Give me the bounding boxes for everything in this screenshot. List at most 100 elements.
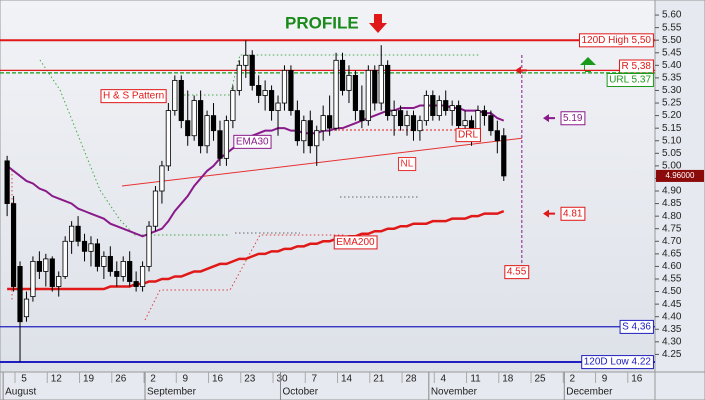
ema-line — [7, 209, 505, 291]
label-box — [455, 128, 481, 143]
candle-body — [178, 80, 184, 122]
candle-body — [152, 190, 159, 227]
candle-body — [294, 110, 300, 142]
month-label: September — [147, 387, 197, 398]
x-tick-label: 19 — [83, 374, 95, 385]
label-box — [581, 355, 654, 370]
annotation: H & S Pattern — [103, 91, 164, 102]
candle-body — [481, 110, 488, 117]
last-price-tag — [656, 169, 704, 182]
y-tick-label: 5.35 — [662, 73, 682, 84]
candle-body — [127, 260, 133, 282]
candle-body — [410, 115, 417, 132]
candle-body — [256, 85, 262, 96]
candle-body — [69, 225, 75, 242]
candle-body — [191, 100, 197, 137]
guide-line — [235, 196, 420, 234]
y-tick-label: 4.75 — [662, 223, 682, 234]
candle-body — [4, 160, 10, 204]
x-tick-label: 18 — [502, 374, 514, 385]
candle-body — [36, 260, 42, 272]
candle-body — [275, 102, 281, 111]
label-box — [333, 235, 378, 250]
candle-body — [62, 240, 68, 277]
month-label: August — [5, 387, 36, 398]
label-box — [560, 111, 586, 126]
x-tick-label: 9 — [182, 374, 188, 385]
candle-body — [210, 115, 217, 132]
candle-body — [172, 80, 178, 111]
candle-body — [346, 74, 352, 91]
x-tick-label: 16 — [631, 374, 643, 385]
month-label: November — [431, 387, 478, 398]
label-box — [560, 206, 586, 221]
candle-body — [230, 90, 236, 122]
x-tick-label: 9 — [602, 374, 608, 385]
x-tick-label: 5 — [21, 374, 27, 385]
candle-body — [43, 258, 49, 272]
y-tick-label: 4.60 — [662, 261, 682, 272]
label-box — [100, 89, 167, 104]
level-label: S 4,36 — [622, 321, 651, 332]
x-tick-label: 16 — [212, 374, 224, 385]
label-box — [606, 73, 654, 88]
candle-body — [49, 258, 55, 287]
candle-body — [30, 260, 36, 297]
y-tick-label: 4.45 — [662, 299, 682, 310]
trend-line-label: NL — [400, 159, 413, 170]
price-axis-panel — [654, 0, 705, 373]
target-label: 4.55 — [507, 267, 527, 278]
y-tick-label: 5.05 — [662, 148, 682, 159]
chart-content: 4.254.304.354.404.454.504.554.604.654.70… — [0, 10, 704, 400]
candle-body — [443, 100, 449, 111]
y-tick-label: 5.00 — [662, 161, 682, 172]
candle-body — [94, 243, 101, 267]
candle-body — [327, 115, 333, 129]
y-tick-label: 5.45 — [662, 47, 682, 58]
y-tick-label: 5.30 — [662, 85, 682, 96]
y-tick-label: 5.40 — [662, 60, 682, 71]
label-box — [579, 33, 654, 48]
up-arrow — [580, 57, 596, 72]
candle-body — [456, 105, 462, 127]
candle-body — [165, 110, 171, 167]
x-tick-label: 11 — [470, 374, 481, 385]
x-tick-label: 14 — [341, 374, 353, 385]
candle-body — [436, 100, 442, 117]
marker-arrow — [543, 114, 555, 123]
candle-body — [204, 115, 210, 147]
x-tick-label: 7 — [311, 374, 317, 385]
candle-body — [501, 135, 507, 177]
y-tick-label: 5.10 — [662, 135, 682, 146]
candle-body — [146, 225, 152, 267]
label-box — [619, 319, 654, 334]
candle-body — [120, 260, 126, 277]
candle-body — [236, 64, 242, 91]
candle-body — [391, 110, 397, 117]
candle-body — [249, 54, 255, 86]
y-tick-label: 5.60 — [662, 10, 682, 21]
x-tick-label: 23 — [244, 374, 256, 385]
x-tick-label: 21 — [373, 374, 385, 385]
candle-body — [17, 266, 23, 323]
trend-line — [121, 137, 522, 187]
x-tick-label: 12 — [51, 374, 63, 385]
candle-body — [307, 120, 313, 147]
candle-body — [494, 130, 500, 142]
x-tick-label: 4 — [440, 374, 446, 385]
plot-area — [0, 0, 656, 373]
y-tick-label: 4.85 — [662, 198, 682, 209]
x-tick-label: 2 — [150, 374, 156, 385]
candle-body — [359, 110, 365, 122]
candle-body — [301, 120, 307, 142]
level-label: 120D High 5,50 — [582, 35, 652, 46]
candle-body — [430, 95, 436, 117]
y-tick-label: 4.50 — [662, 286, 682, 297]
candle-body — [133, 281, 139, 287]
level-label: R 5,38 — [622, 61, 652, 72]
y-tick-label: 4.30 — [662, 336, 682, 347]
y-tick-label: 5.25 — [662, 98, 682, 109]
candle-body — [185, 120, 191, 137]
y-tick-label: 4.90 — [662, 186, 682, 197]
y-tick-label: 4.55 — [662, 274, 682, 285]
